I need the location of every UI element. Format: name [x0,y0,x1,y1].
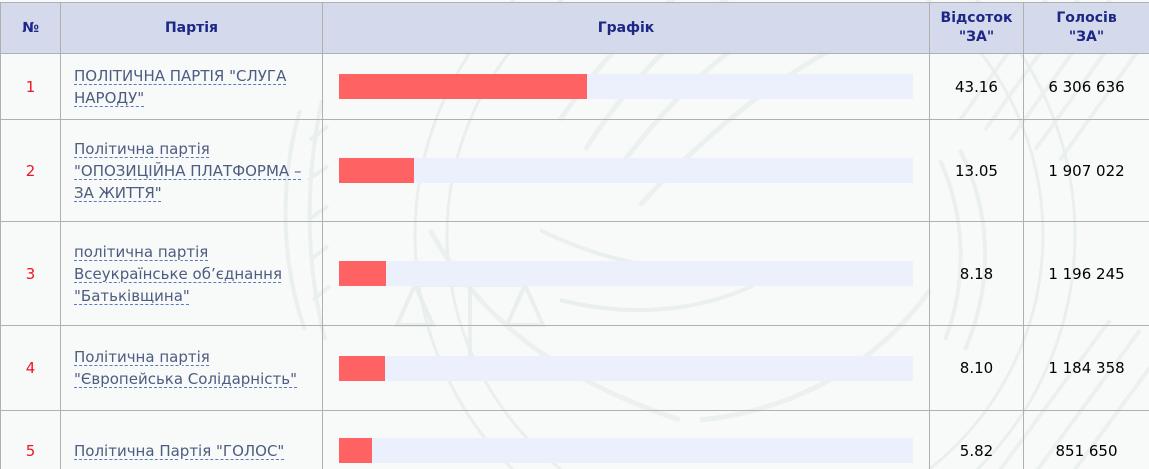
percent-value: 8.18 [929,221,1024,326]
percent-value: 43.16 [929,53,1024,120]
party-link[interactable]: політична партія Всеукраїнське об’єднанн… [74,242,282,305]
graph-cell [322,53,930,120]
column-header-votes: Голосів "ЗА" [1023,2,1149,54]
bar-track [339,261,913,286]
votes-value: 6 306 636 [1023,53,1149,120]
party-link[interactable]: ПОЛІТИЧНА ПАРТІЯ "СЛУГА НАРОДУ" [74,66,287,107]
bar-fill [339,158,414,183]
table-row: 5 Політична Партія "ГОЛОС" 5.82 851 650 [0,410,1149,469]
header-row: № Партія Графік Відсоток "ЗА" Голосів "З… [0,2,1149,54]
bar-fill [339,438,373,463]
bar-track [339,74,913,99]
votes-value: 1 196 245 [1023,221,1149,326]
row-number: 2 [0,119,61,222]
graph-cell [322,410,930,469]
row-number: 5 [0,410,61,469]
bar-fill [339,355,386,381]
votes-value: 1 907 022 [1023,119,1149,222]
bar-track [339,438,913,463]
party-cell: політична партія Всеукраїнське об’єднанн… [60,221,323,326]
table-row: 2 Політична партія "ОПОЗИЦІЙНА ПЛАТФОРМА… [0,119,1149,222]
row-number: 3 [0,221,61,326]
column-header-graph: Графік [322,2,930,54]
table-row: 1 ПОЛІТИЧНА ПАРТІЯ "СЛУГА НАРОДУ" 43.16 … [0,53,1149,120]
percent-value: 5.82 [929,410,1024,469]
column-header-party: Партія [60,2,323,54]
party-link[interactable]: Політична Партія "ГОЛОС" [74,441,285,460]
bar-track [339,158,913,183]
graph-cell [322,325,930,411]
bar-fill [339,261,386,286]
party-link[interactable]: Політична партія "ОПОЗИЦІЙНА ПЛАТФОРМА –… [74,139,302,202]
percent-value: 8.10 [929,325,1024,411]
percent-value: 13.05 [929,119,1024,222]
votes-value: 851 650 [1023,410,1149,469]
party-cell: Політична партія "ОПОЗИЦІЙНА ПЛАТФОРМА –… [60,119,323,222]
table-row: 3 політична партія Всеукраїнське об’єдна… [0,221,1149,326]
column-header-number: № [0,2,61,54]
party-cell: ПОЛІТИЧНА ПАРТІЯ "СЛУГА НАРОДУ" [60,53,323,120]
bar-track [339,355,913,381]
table-row: 4 Політична партія "Європейська Солідарн… [0,325,1149,411]
party-link[interactable]: Політична партія "Європейська Солідарніс… [74,348,297,388]
votes-value: 1 184 358 [1023,325,1149,411]
graph-cell [322,119,930,222]
column-header-percent: Відсоток "ЗА" [929,2,1024,54]
bar-fill [339,74,587,99]
row-number: 4 [0,325,61,411]
party-cell: Політична партія "Європейська Солідарніс… [60,325,323,411]
row-number: 1 [0,53,61,120]
party-cell: Політична Партія "ГОЛОС" [60,410,323,469]
graph-cell [322,221,930,326]
